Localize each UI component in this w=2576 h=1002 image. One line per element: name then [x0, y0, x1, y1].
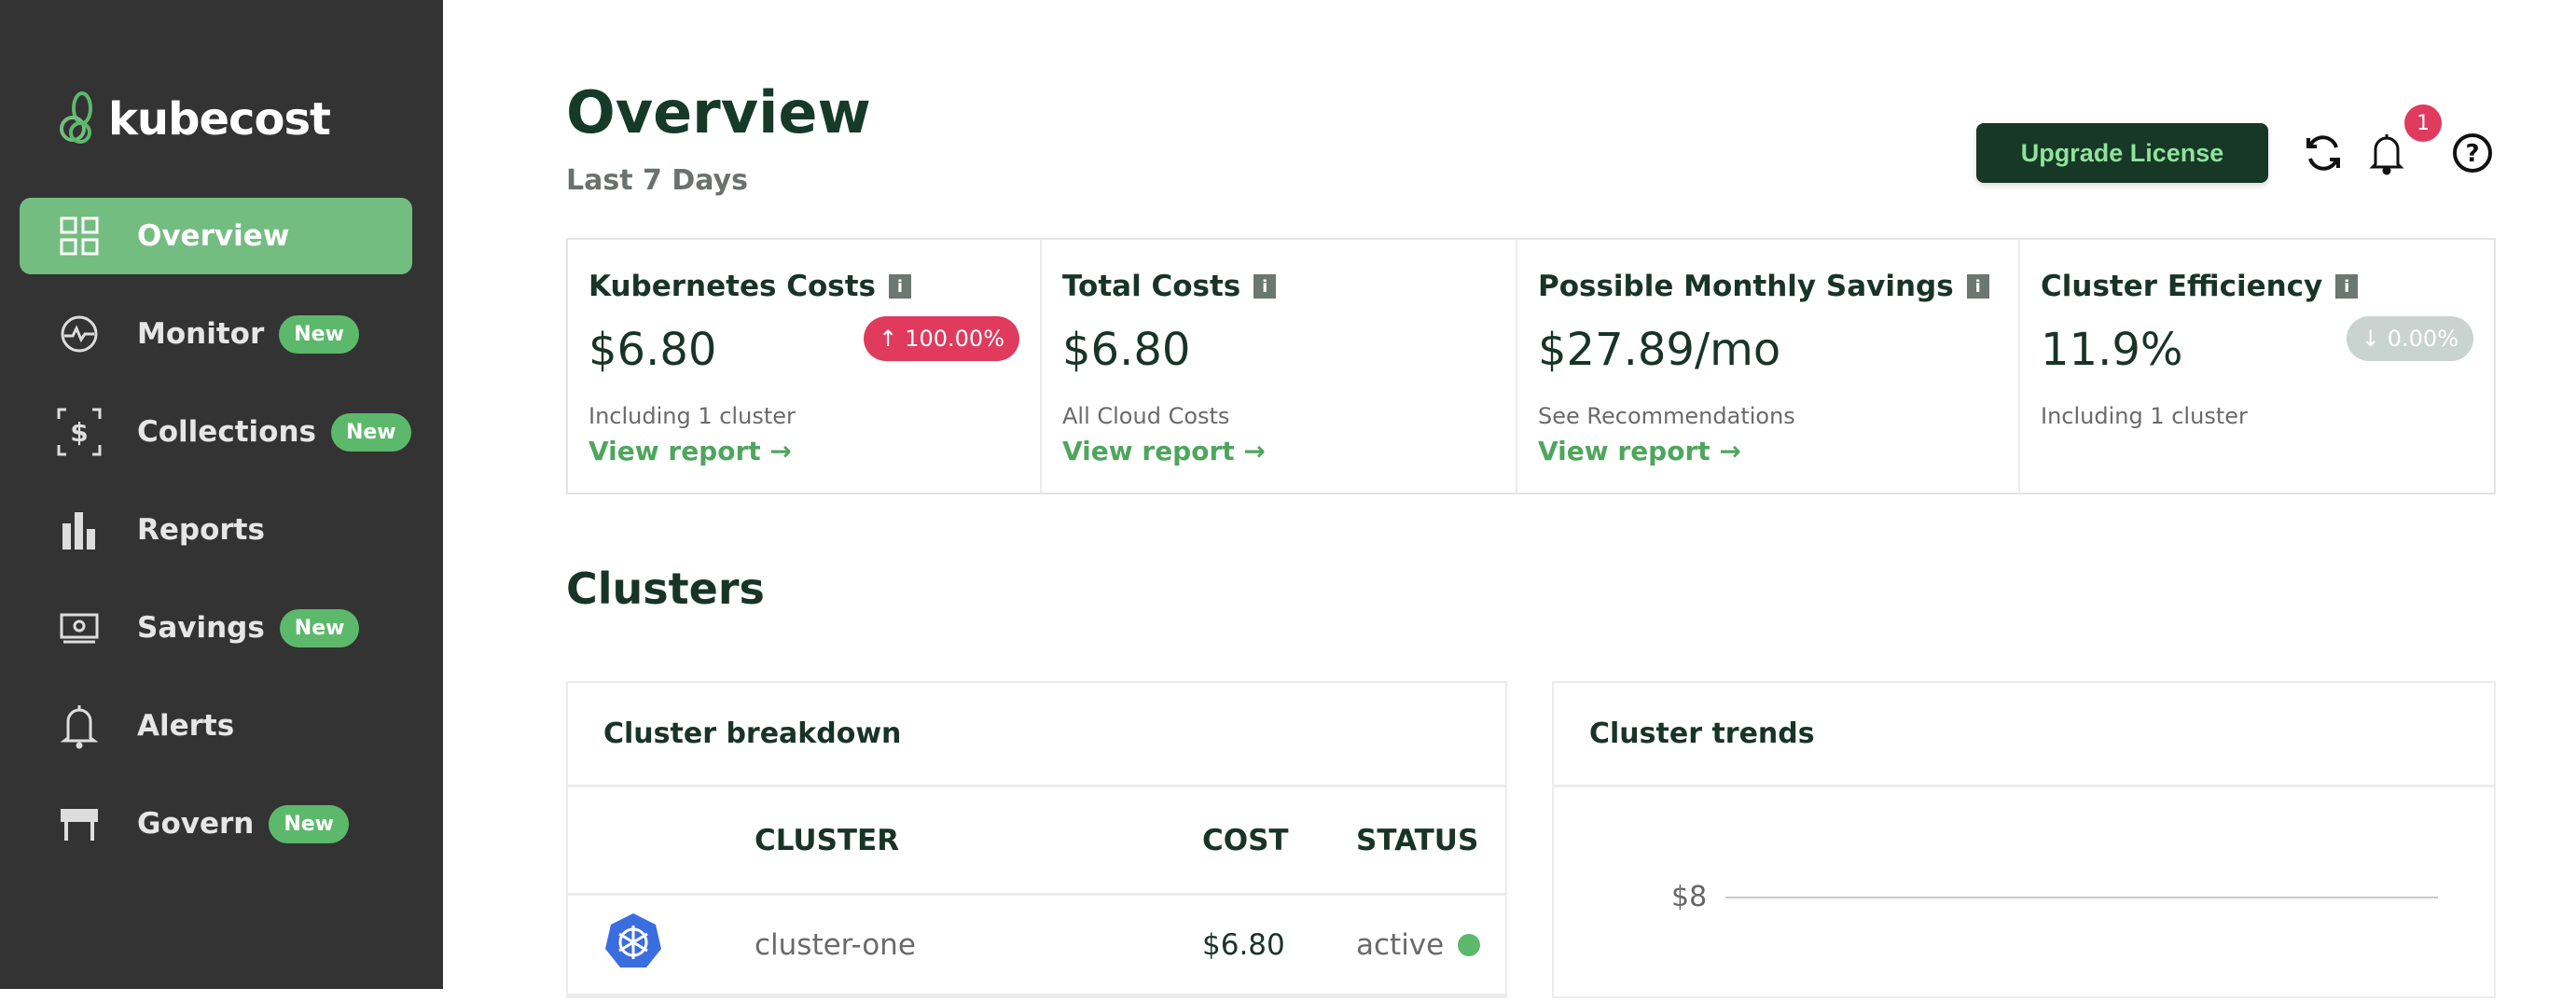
new-badge: New	[330, 412, 411, 452]
info-icon[interactable]: i	[889, 274, 912, 299]
sidebar-nav: Overview Monitor New $ Collections New R…	[20, 198, 412, 884]
column-header-cluster[interactable]: CLUSTER	[755, 823, 900, 857]
cluster-cost: $6.80	[1202, 927, 1285, 962]
card-title: Total Costs	[1062, 270, 1241, 303]
sidebar-item-govern[interactable]: Govern New	[20, 786, 412, 862]
savings-icon	[57, 605, 102, 650]
card-note: Including 1 cluster	[589, 403, 796, 429]
notification-count-badge: 1	[2404, 104, 2442, 142]
gridline	[1725, 897, 2438, 898]
table-header: CLUSTER COST STATUS	[568, 787, 1505, 896]
sidebar: kubecost Overview Monitor New $ Collecti…	[0, 0, 443, 989]
card-note: All Cloud Costs	[1062, 403, 1230, 429]
kubernetes-icon	[603, 912, 663, 979]
total-costs-card: Total Costs i $6.80 All Cloud Costs View …	[1042, 240, 1517, 493]
summary-cards: Kubernetes Costs i $6.80 ↑ 100.00% Includi…	[566, 238, 2496, 494]
bell-icon	[57, 703, 102, 749]
sidebar-item-label: Govern	[137, 807, 255, 841]
main-content: Overview Last 7 Days Upgrade License 1 ?…	[443, 0, 2576, 998]
view-report-link[interactable]: View report →	[1538, 436, 1741, 466]
card-note: Including 1 cluster	[2041, 403, 2248, 429]
view-report-link[interactable]: View report →	[1062, 436, 1266, 466]
sidebar-item-savings[interactable]: Savings New	[20, 590, 412, 666]
card-value: $6.80	[589, 324, 717, 376]
panel-title: Cluster trends	[1554, 683, 2494, 787]
column-header-cost[interactable]: COST	[1202, 823, 1289, 857]
bar-chart-icon	[57, 508, 102, 552]
card-value: $27.89/mo	[1538, 324, 1781, 376]
card-value: $6.80	[1062, 324, 1191, 376]
sidebar-item-monitor[interactable]: Monitor New	[20, 296, 412, 372]
cluster-trends-panel: Cluster trends $8	[1552, 681, 2496, 998]
table-row[interactable]: cluster-one $6.80 active	[568, 896, 1505, 996]
notifications-bell-icon[interactable]	[2364, 131, 2409, 175]
cluster-name[interactable]: cluster-one	[755, 927, 916, 962]
svg-text:$: $	[70, 417, 88, 448]
cluster-efficiency-card: Cluster Efficiency i 11.9% ↓ 0.00% Includi…	[2020, 240, 2494, 493]
card-title: Cluster Efficiency	[2041, 270, 2323, 303]
cluster-breakdown-panel: Cluster breakdown CLUSTER COST STATUS cl…	[566, 681, 1507, 998]
upgrade-license-button[interactable]: Upgrade License	[1976, 123, 2268, 183]
arrow-down-icon: ↓	[2361, 326, 2380, 352]
sidebar-item-reports[interactable]: Reports	[20, 492, 412, 568]
info-icon[interactable]: i	[1966, 274, 1989, 299]
sidebar-item-label: Savings	[137, 611, 265, 645]
panel-title: Cluster breakdown	[568, 683, 1505, 787]
kubecost-logo[interactable]: kubecost	[58, 91, 331, 147]
view-report-link[interactable]: View report →	[589, 436, 792, 466]
info-icon[interactable]: i	[2335, 274, 2359, 299]
brand-name: kubecost	[108, 93, 331, 146]
card-note: See Recommendations	[1538, 403, 1795, 429]
column-header-status[interactable]: STATUS	[1356, 823, 1479, 857]
kubecost-logo-icon	[60, 91, 92, 144]
card-value: 11.9%	[2041, 324, 2183, 376]
grid-icon	[57, 214, 102, 258]
help-icon[interactable]: ?	[2450, 131, 2495, 175]
page-title: Overview	[566, 78, 871, 146]
govern-icon	[57, 801, 102, 846]
new-badge: New	[269, 804, 350, 843]
sidebar-item-label: Monitor	[137, 317, 265, 351]
monitor-icon	[57, 312, 102, 356]
trends-chart: $8	[1554, 787, 2494, 1002]
info-icon[interactable]: i	[1253, 274, 1277, 299]
date-range-label: Last 7 Days	[566, 164, 748, 197]
refresh-icon[interactable]	[2301, 131, 2346, 175]
sidebar-item-label: Overview	[137, 219, 290, 253]
change-badge: ↑ 100.00%	[864, 316, 1019, 361]
arrow-up-icon: ↑	[879, 326, 898, 352]
new-badge: New	[279, 314, 359, 354]
sidebar-item-label: Reports	[137, 513, 265, 547]
change-value: 100.00%	[905, 326, 1004, 352]
sidebar-item-label: Alerts	[137, 709, 235, 743]
sidebar-item-label: Collections	[137, 415, 316, 449]
possible-monthly-savings-card: Possible Monthly Savings i $27.89/mo See …	[1517, 240, 2020, 493]
status-dot	[1458, 933, 1480, 956]
clusters-heading: Clusters	[566, 564, 765, 614]
kubernetes-costs-card: Kubernetes Costs i $6.80 ↑ 100.00% Includi…	[568, 240, 1042, 493]
y-tick-label: $8	[1671, 881, 1708, 913]
sidebar-item-alerts[interactable]: Alerts	[20, 688, 412, 764]
change-value: 0.00%	[2387, 326, 2458, 352]
collections-icon: $	[57, 408, 102, 456]
svg-text:?: ?	[2465, 140, 2479, 168]
card-title: Kubernetes Costs	[589, 270, 877, 303]
sidebar-item-collections[interactable]: $ Collections New	[20, 394, 412, 470]
change-badge: ↓ 0.00%	[2346, 316, 2473, 361]
cluster-status: active	[1356, 927, 1445, 962]
sidebar-item-overview[interactable]: Overview	[20, 198, 412, 274]
new-badge: New	[279, 608, 360, 647]
card-title: Possible Monthly Savings	[1538, 270, 1954, 303]
